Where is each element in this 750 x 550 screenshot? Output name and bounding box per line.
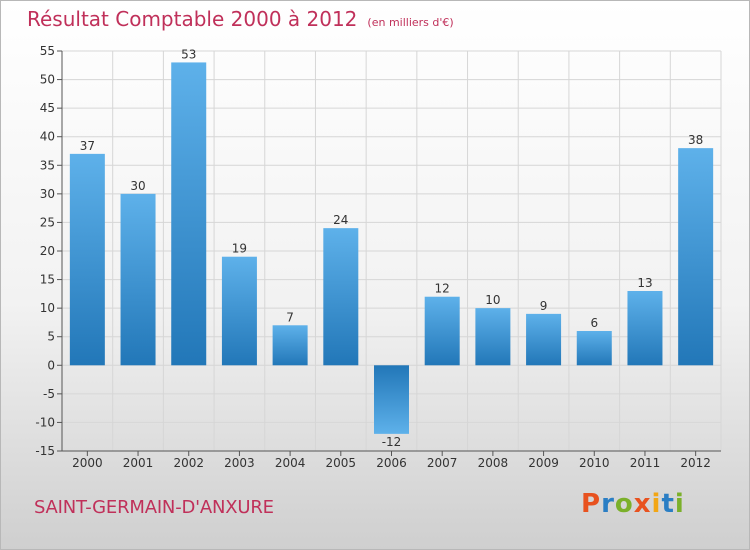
y-tick-label: 10 <box>40 301 55 315</box>
x-tick-label: 2007 <box>427 456 458 470</box>
axes <box>57 50 721 456</box>
logo-letter: i <box>651 489 662 519</box>
bar-2009 <box>526 313 562 366</box>
y-tick-label: 30 <box>40 187 55 201</box>
bar-2005 <box>323 228 359 366</box>
bar-value-label: 24 <box>333 213 348 227</box>
bar-2001 <box>120 193 156 366</box>
logo-letter: i <box>674 489 685 519</box>
commune-name: SAINT-GERMAIN-D'ANXURE <box>34 497 274 518</box>
bar-2011 <box>627 291 663 366</box>
bar-value-label: 10 <box>485 293 500 307</box>
bar-2006 <box>374 365 409 434</box>
y-tick-label: 25 <box>40 215 55 229</box>
y-tick-label: -5 <box>43 387 55 401</box>
x-tick-label: 2006 <box>376 456 407 470</box>
x-tick-label: 2005 <box>326 456 357 470</box>
bar-value-label: 30 <box>130 179 145 193</box>
y-tick-label: 5 <box>47 330 55 344</box>
x-tick-label: 2002 <box>173 456 204 470</box>
bar-value-label: 9 <box>540 299 548 313</box>
y-tick-label: -10 <box>35 415 55 429</box>
bar-2003 <box>221 256 257 366</box>
y-tick-label: -15 <box>35 444 55 458</box>
y-tick-label: 0 <box>47 358 55 372</box>
logo-letter: t <box>661 489 675 519</box>
chart-title-text: Résultat Comptable 2000 à 2012 <box>27 7 358 31</box>
x-tick-label: 2003 <box>224 456 255 470</box>
bar-value-label: 13 <box>637 276 652 290</box>
logo-letter: r <box>601 489 615 519</box>
bar-2010 <box>576 331 612 366</box>
bar-value-label: 53 <box>181 47 196 61</box>
y-tick-label: 15 <box>40 273 55 287</box>
proxiti-logo: Proxiti <box>581 489 685 519</box>
logo-letter: P <box>581 489 602 519</box>
x-tick-label: 2011 <box>630 456 661 470</box>
logo-letter: x <box>633 489 652 519</box>
x-tick-label: 2010 <box>579 456 610 470</box>
y-tick-label: 35 <box>40 158 55 172</box>
bar-2007 <box>424 296 460 366</box>
bar-value-label: 38 <box>688 133 703 147</box>
bar-value-label: 7 <box>286 310 294 324</box>
x-tick-label: 2009 <box>528 456 559 470</box>
bars <box>69 62 714 434</box>
bar-value-label: 12 <box>435 282 450 296</box>
x-tick-label: 2001 <box>123 456 154 470</box>
x-tick-label: 2008 <box>478 456 509 470</box>
x-tick-label: 2012 <box>680 456 711 470</box>
y-tick-label: 50 <box>40 73 55 87</box>
y-tick-label: 55 <box>40 44 55 58</box>
bar-2012 <box>678 148 714 366</box>
bar-value-label: 37 <box>80 139 95 153</box>
bar-value-label: 6 <box>590 316 598 330</box>
chart-title: Résultat Comptable 2000 à 2012 (en millie… <box>27 7 454 31</box>
labels: -15 -10 -5 0 5 10 15 20 25 30 35 40 45 50 55 37 2000 30 20… <box>35 44 711 470</box>
bar-2000 <box>69 153 105 366</box>
y-tick-label: 20 <box>40 244 55 258</box>
bar-value-label: 19 <box>232 242 247 256</box>
chart-subtitle: (en milliers d'€) <box>367 16 454 29</box>
y-tick-label: 45 <box>40 101 55 115</box>
logo-letter: o <box>614 489 634 519</box>
x-tick-label: 2004 <box>275 456 306 470</box>
x-tick-label: 2000 <box>72 456 103 470</box>
bar-2002 <box>171 62 207 366</box>
y-tick-label: 40 <box>40 130 55 144</box>
bar-2004 <box>272 325 308 366</box>
bar-value-label: -12 <box>382 435 402 449</box>
bar-2008 <box>475 308 511 366</box>
